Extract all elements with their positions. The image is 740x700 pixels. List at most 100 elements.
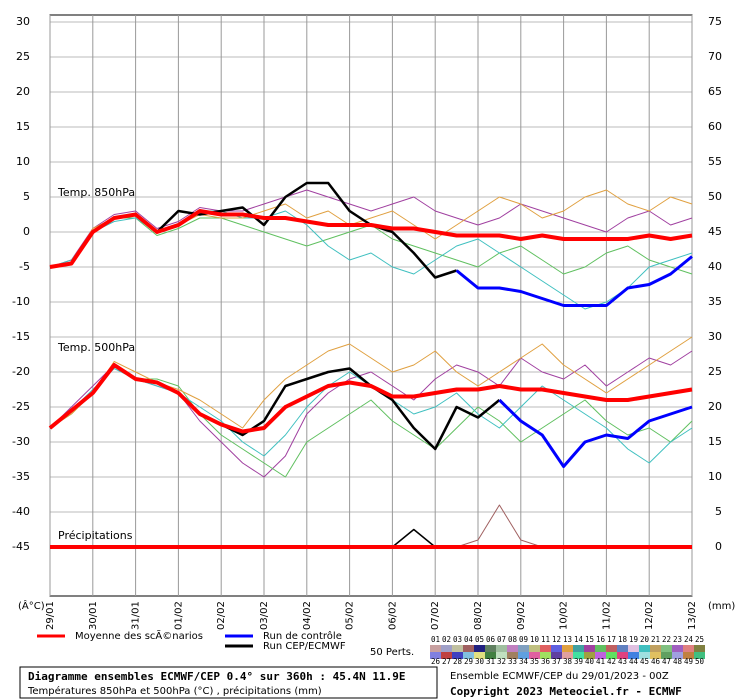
member-swatch: [606, 652, 617, 659]
x-tick-label: 06/02: [387, 601, 398, 630]
x-tick-label: 07/02: [430, 601, 441, 630]
y-tick-label: -15: [12, 330, 30, 343]
y-tick-label: -20: [12, 365, 30, 378]
member-swatch: [485, 645, 496, 652]
y-tick-label: -5: [19, 260, 30, 273]
member-swatch: [529, 652, 540, 659]
legend-label: Run de contrôle: [263, 630, 342, 642]
member-swatch: [595, 645, 606, 652]
series-line: [49, 189, 693, 268]
member-label: 23: [673, 635, 682, 644]
member-label: 42: [607, 657, 616, 666]
y-tick-label: 0: [23, 225, 30, 238]
y2-tick-label: 30: [708, 330, 722, 343]
member-swatch: [661, 652, 672, 659]
member-swatch: [540, 652, 551, 659]
member-swatch: [452, 645, 463, 652]
member-swatch: [672, 652, 683, 659]
member-label: 24: [684, 635, 694, 644]
member-swatch: [474, 652, 485, 659]
member-label: 30: [475, 657, 485, 666]
legend-label: Run CEP/ECMWF: [263, 641, 346, 652]
member-swatch: [518, 645, 529, 652]
y2-tick-label: 35: [708, 295, 722, 308]
x-tick-label: 30/01: [88, 601, 99, 630]
member-label: 34: [519, 657, 529, 666]
x-tick-label: 10/02: [559, 601, 570, 630]
y-tick-label: 20: [16, 85, 30, 98]
y-tick-label: 15: [16, 120, 30, 133]
series-line: [455, 255, 693, 307]
y-tick-label: 5: [23, 190, 30, 203]
member-swatch: [496, 652, 507, 659]
y2-tick-label: 40: [708, 260, 722, 273]
member-label: 08: [508, 635, 518, 644]
annotation: Temp. 850hPa: [57, 186, 135, 199]
member-swatch: [661, 645, 672, 652]
member-label: 20: [640, 635, 650, 644]
y2-tick-label: 20: [708, 400, 722, 413]
member-swatch: [540, 645, 551, 652]
member-swatch: [573, 645, 584, 652]
member-label: 25: [695, 635, 704, 644]
member-label: 31: [486, 657, 495, 666]
member-swatch: [463, 652, 474, 659]
member-swatch: [595, 652, 606, 659]
member-swatch: [628, 645, 639, 652]
member-label: 22: [662, 635, 671, 644]
member-label: 26: [431, 657, 441, 666]
member-label: 03: [453, 635, 462, 644]
member-swatch: [606, 645, 617, 652]
chart-subtitle: Températures 850hPa et 500hPa (°C) , pré…: [27, 685, 322, 697]
member-swatch: [441, 652, 452, 659]
member-swatch: [617, 645, 628, 652]
member-label: 10: [530, 635, 540, 644]
y2-tick-label: 65: [708, 85, 722, 98]
run-info: Ensemble ECMWF/CEP du 29/01/2023 - 00Z: [450, 671, 669, 682]
member-label: 37: [552, 657, 561, 666]
x-tick-label: 11/02: [601, 601, 612, 630]
y-tick-label: 10: [16, 155, 30, 168]
member-label: 32: [497, 657, 506, 666]
y-tick-label: 30: [16, 15, 30, 28]
member-swatch: [683, 645, 694, 652]
y2-tick-label: 70: [708, 50, 722, 63]
y-tick-label: 25: [16, 50, 30, 63]
member-swatch: [430, 645, 441, 652]
member-swatch: [639, 652, 650, 659]
y2-tick-label: 5: [715, 505, 722, 518]
member-label: 06: [486, 635, 496, 644]
member-label: 28: [453, 657, 463, 666]
member-swatch: [485, 652, 496, 659]
y2-tick-label: 75: [708, 15, 722, 28]
x-tick-label: 04/02: [302, 601, 313, 630]
member-swatch: [507, 652, 518, 659]
x-tick-label: 08/02: [473, 601, 484, 630]
member-label: 04: [464, 635, 474, 644]
y-tick-label: -40: [12, 505, 30, 518]
member-swatch: [430, 652, 441, 659]
member-label: 29: [464, 657, 473, 666]
member-swatch: [562, 645, 573, 652]
member-swatch: [672, 645, 683, 652]
y2-tick-label: 55: [708, 155, 722, 168]
x-tick-label: 03/02: [259, 601, 270, 630]
member-label: 35: [530, 657, 539, 666]
member-swatch: [573, 652, 584, 659]
member-label: 18: [618, 635, 628, 644]
member-label: 27: [442, 657, 451, 666]
grid: [49, 15, 693, 596]
x-tick-label: 13/02: [687, 601, 698, 630]
member-swatch: [694, 645, 705, 652]
member-label: 02: [442, 635, 451, 644]
x-tick-label: 12/02: [644, 601, 655, 630]
y-tick-label: -30: [12, 435, 30, 448]
member-label: 16: [596, 635, 606, 644]
x-tick-label: 31/01: [131, 601, 142, 630]
member-swatch: [617, 652, 628, 659]
member-label: 44: [629, 657, 639, 666]
y-tick-label: -10: [12, 295, 30, 308]
legend-label: Moyenne des scÃ©narios: [75, 629, 203, 642]
y2-tick-label: 15: [708, 435, 722, 448]
